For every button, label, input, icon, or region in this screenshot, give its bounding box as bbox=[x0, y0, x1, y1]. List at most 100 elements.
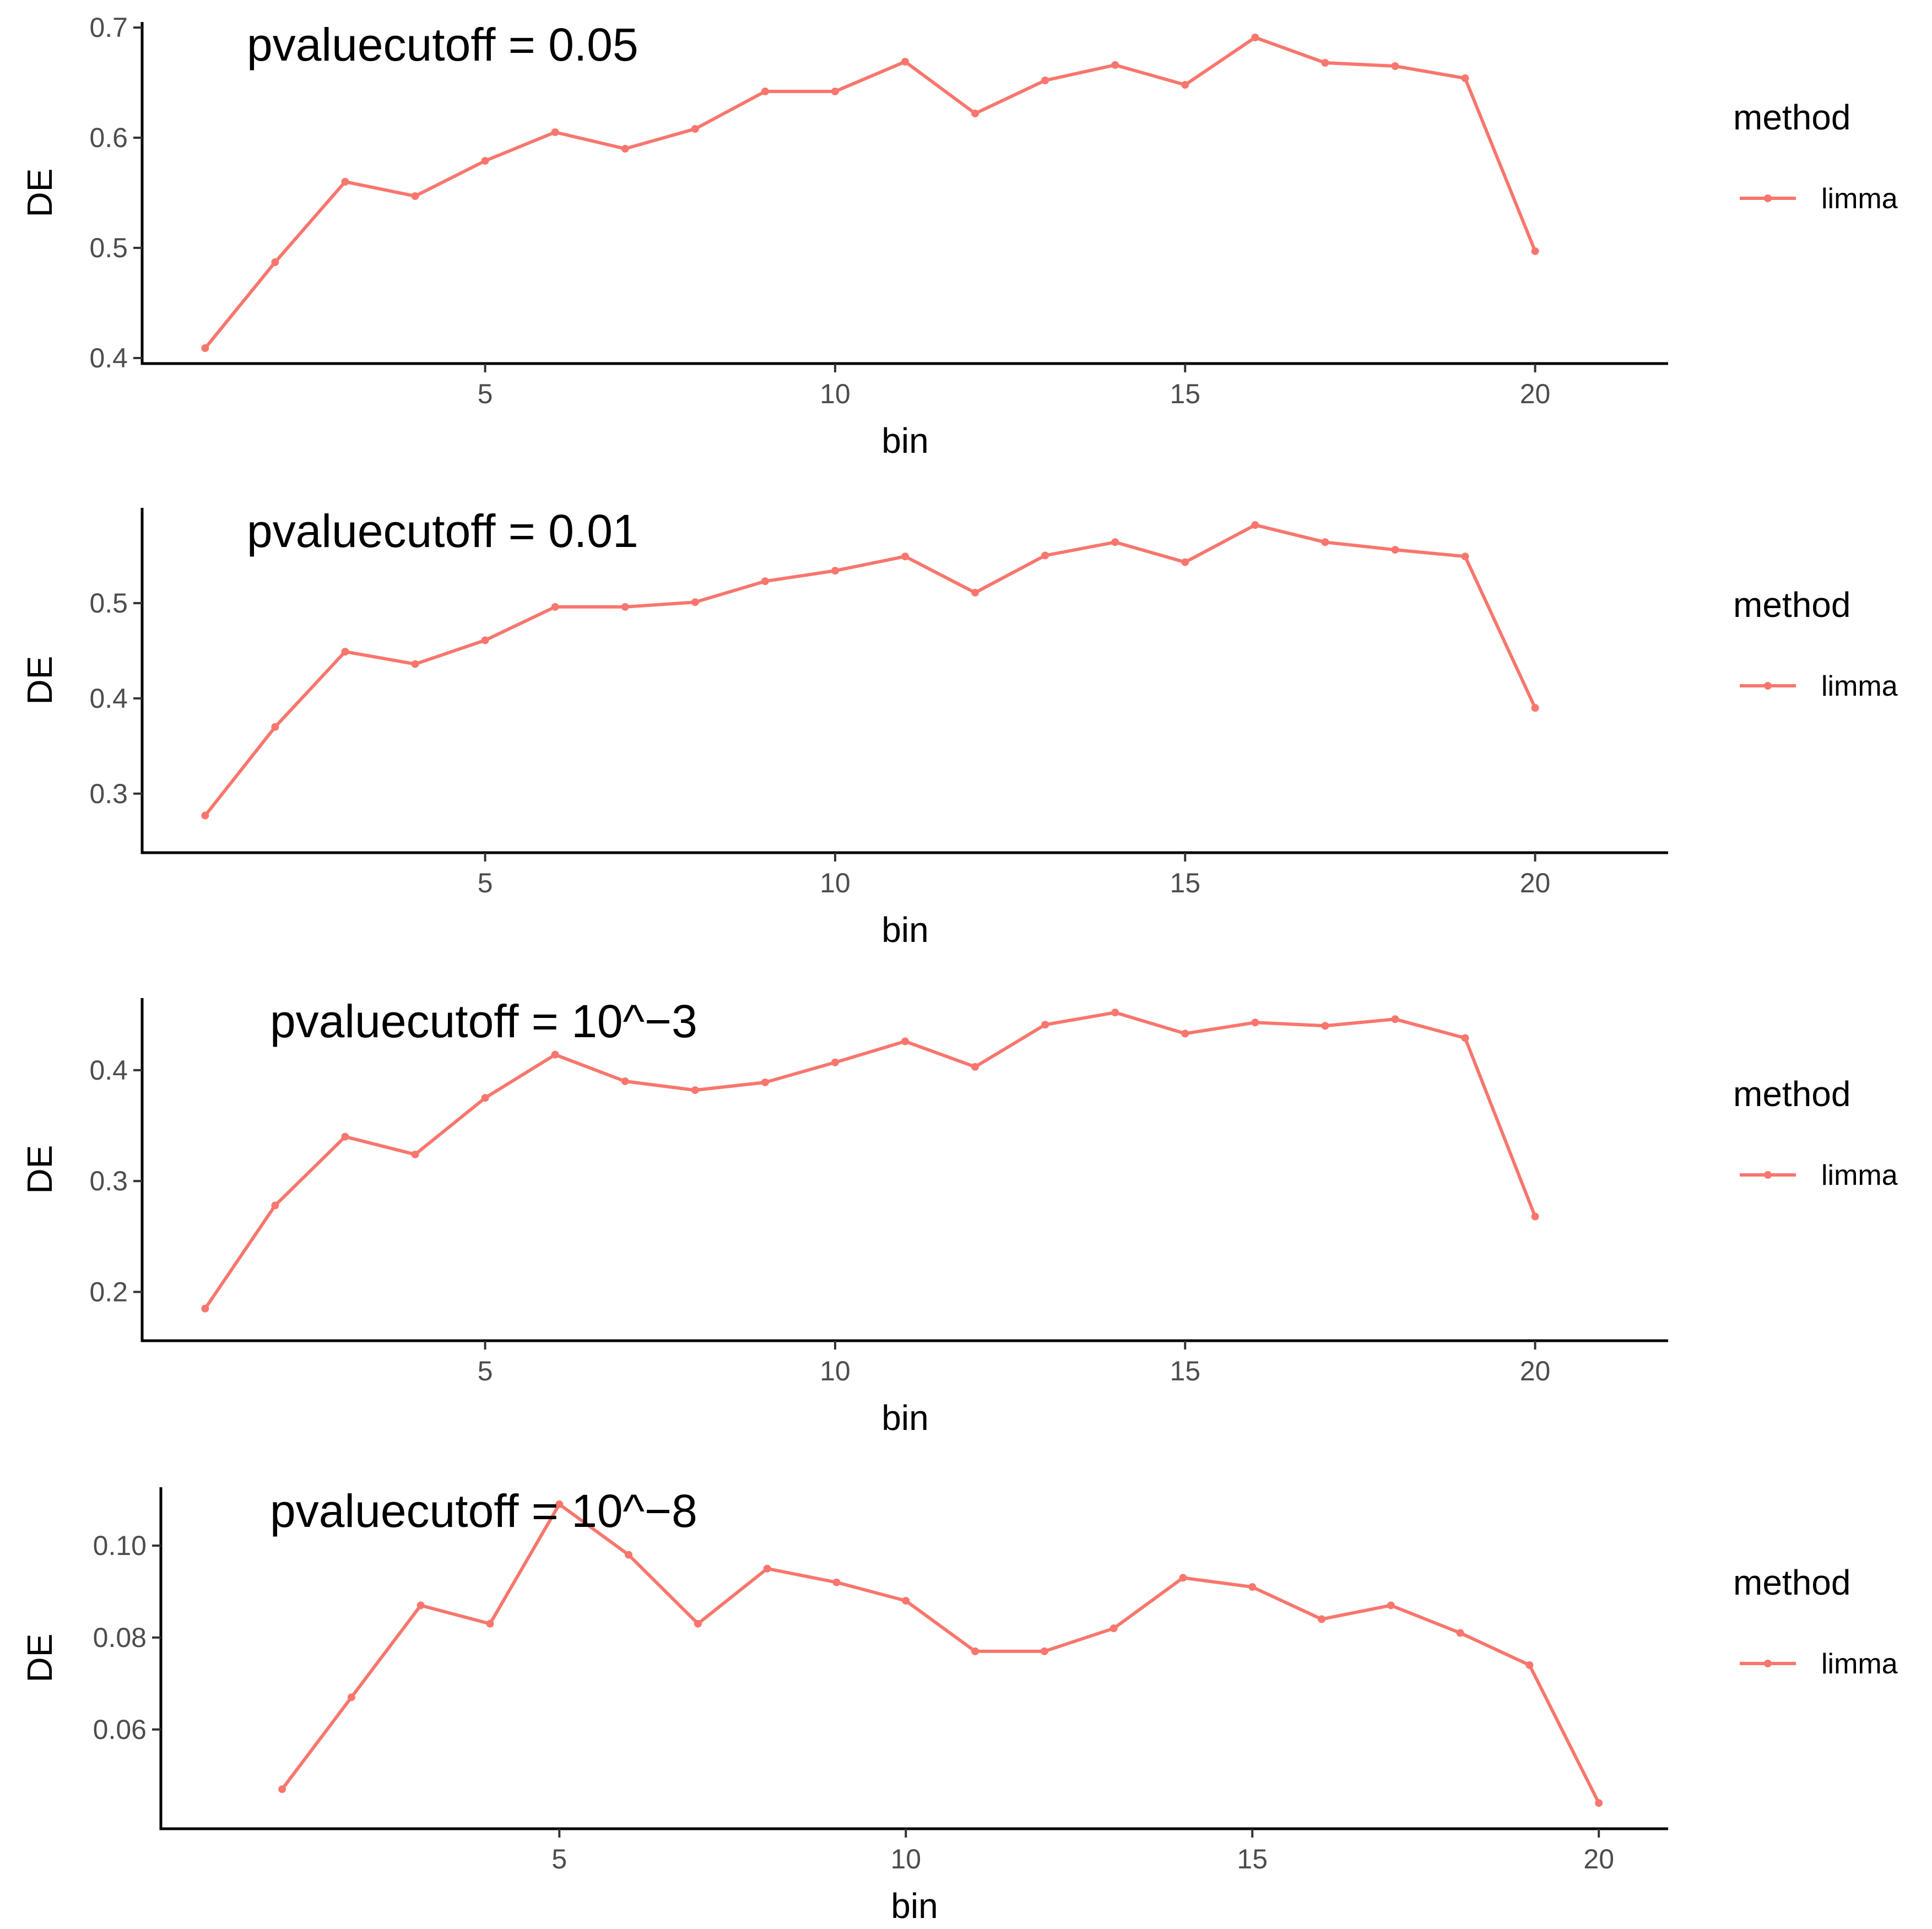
data-point bbox=[1041, 551, 1049, 560]
x-tick-label: 10 bbox=[820, 378, 851, 409]
y-tick-label: 0.08 bbox=[93, 1622, 147, 1653]
x-tick-label: 20 bbox=[1583, 1844, 1614, 1874]
y-tick-label: 0.4 bbox=[89, 683, 128, 714]
legend-key-point bbox=[1764, 1660, 1772, 1667]
data-point bbox=[761, 1078, 769, 1086]
data-point bbox=[551, 1050, 559, 1059]
data-point bbox=[1321, 59, 1329, 67]
data-point bbox=[1111, 1009, 1119, 1017]
legend-key-point bbox=[1764, 1171, 1772, 1179]
data-point bbox=[271, 1201, 279, 1210]
legend: method limma bbox=[1733, 1563, 1898, 1680]
legend-title: method bbox=[1733, 1074, 1850, 1114]
y-tick-label: 0.6 bbox=[89, 122, 128, 153]
data-point bbox=[761, 577, 769, 586]
data-point bbox=[971, 588, 979, 597]
y-tick-label: 0.06 bbox=[93, 1714, 147, 1745]
y-tick-label: 0.4 bbox=[89, 343, 128, 373]
y-tick-label: 0.4 bbox=[89, 1055, 128, 1086]
y-axis-title: DE bbox=[20, 1634, 59, 1683]
x-axis-title: bin bbox=[881, 1398, 928, 1438]
data-point bbox=[1525, 1661, 1534, 1669]
data-point bbox=[278, 1785, 286, 1793]
data-point bbox=[763, 1564, 771, 1573]
x-tick-label: 5 bbox=[551, 1844, 567, 1874]
data-point bbox=[901, 1037, 909, 1045]
data-point bbox=[831, 1058, 839, 1066]
data-point bbox=[1391, 62, 1399, 70]
x-tick-label: 10 bbox=[820, 868, 851, 898]
y-axis-title: DE bbox=[20, 169, 59, 218]
data-point bbox=[1251, 1018, 1259, 1027]
data-point bbox=[694, 1619, 702, 1628]
y-tick-label: 0.7 bbox=[89, 12, 128, 43]
data-point bbox=[1531, 1212, 1539, 1221]
data-point bbox=[1387, 1601, 1395, 1610]
y-tick-label: 0.3 bbox=[89, 1166, 128, 1196]
data-point bbox=[1111, 538, 1119, 546]
panel-3: 0.2 0.3 0.4 5 10 15 20 bin DE pvaluecutoff = 10^−… bbox=[20, 995, 1898, 1438]
data-point bbox=[411, 660, 419, 668]
data-point bbox=[1461, 552, 1469, 561]
data-point bbox=[625, 1551, 633, 1559]
legend: method limma bbox=[1733, 97, 1898, 215]
data-point bbox=[901, 552, 909, 561]
data-point bbox=[411, 1150, 419, 1158]
data-point bbox=[341, 178, 349, 186]
data-point bbox=[1321, 538, 1329, 546]
data-point bbox=[1531, 704, 1539, 712]
data-point bbox=[831, 567, 839, 575]
data-point bbox=[971, 1063, 979, 1071]
x-tick-label: 15 bbox=[1170, 378, 1200, 409]
series-line-limma bbox=[203, 36, 1537, 350]
data-point bbox=[341, 1133, 349, 1141]
legend: method limma bbox=[1733, 585, 1898, 702]
legend: method limma bbox=[1733, 1074, 1898, 1191]
data-point bbox=[1391, 1015, 1399, 1023]
y-tick-label: 0.5 bbox=[89, 588, 128, 619]
legend-label: limma bbox=[1821, 1159, 1898, 1191]
series-line-limma bbox=[203, 1011, 1537, 1310]
panel-1: 0.4 0.5 0.6 0.7 5 10 15 20 bin DE pvaluecutoff = 0… bbox=[20, 12, 1898, 460]
panel-title: pvaluecutoff = 10^−3 bbox=[270, 995, 697, 1047]
data-point bbox=[832, 1578, 841, 1586]
data-point bbox=[1461, 74, 1469, 82]
data-point bbox=[201, 811, 209, 820]
legend-label: limma bbox=[1821, 670, 1898, 702]
series-line-limma bbox=[280, 1502, 1601, 1805]
data-point bbox=[271, 723, 279, 731]
data-point bbox=[551, 603, 559, 611]
data-point bbox=[1531, 247, 1539, 255]
data-point bbox=[1461, 1034, 1469, 1042]
x-tick-label: 5 bbox=[478, 378, 493, 409]
data-point bbox=[1040, 1647, 1048, 1655]
data-point bbox=[691, 598, 699, 606]
x-tick-label: 20 bbox=[1520, 868, 1551, 898]
panel-title: pvaluecutoff = 0.05 bbox=[247, 19, 638, 71]
x-tick-label: 15 bbox=[1170, 1356, 1200, 1386]
data-point bbox=[1181, 1029, 1189, 1038]
data-point bbox=[971, 1647, 979, 1655]
data-point bbox=[201, 1304, 209, 1313]
x-axis-title: bin bbox=[891, 1886, 938, 1926]
data-point bbox=[1318, 1615, 1326, 1623]
data-point bbox=[555, 1500, 564, 1508]
data-point bbox=[341, 648, 349, 656]
data-point bbox=[1248, 1583, 1257, 1591]
data-point bbox=[621, 145, 629, 153]
y-axis-title: DE bbox=[20, 1145, 59, 1194]
data-point bbox=[971, 110, 979, 117]
data-point bbox=[761, 88, 769, 95]
x-tick-label: 10 bbox=[890, 1844, 921, 1874]
x-tick-label: 20 bbox=[1520, 378, 1551, 409]
data-point bbox=[481, 636, 489, 644]
data-point bbox=[901, 58, 909, 66]
x-axis-title: bin bbox=[881, 910, 928, 950]
data-point bbox=[621, 1077, 629, 1085]
panel-4: 0.06 0.08 0.10 5 10 15 20 bin DE pvaluecutoff = 1… bbox=[20, 1485, 1898, 1926]
data-point bbox=[551, 128, 559, 136]
data-point bbox=[1041, 1021, 1049, 1029]
data-point bbox=[691, 125, 699, 133]
legend-label: limma bbox=[1821, 183, 1898, 215]
data-point bbox=[691, 1086, 699, 1094]
